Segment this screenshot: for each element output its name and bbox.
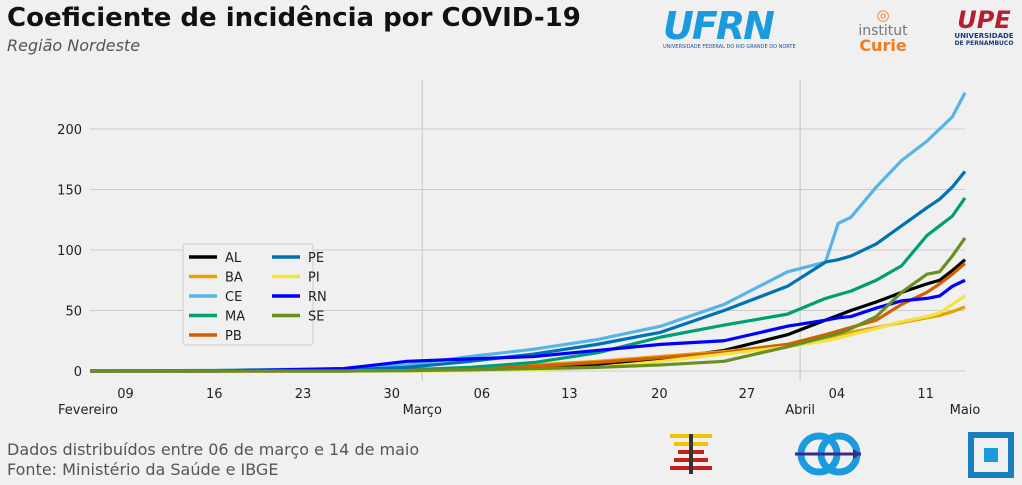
bottom-logo-1 (670, 434, 712, 474)
ufrn-logo: UFRN UNIVERSIDADE FEDERAL DO RIO GRANDE … (663, 4, 796, 50)
chart-subtitle: Região Nordeste (7, 36, 141, 55)
month-label: Fevereiro (58, 403, 118, 418)
month-label: Abril (785, 403, 815, 418)
month-label: Março (403, 403, 442, 418)
institut-curie-logo: ◎ institut Curie (858, 6, 908, 55)
x-tick-label: 06 (474, 387, 491, 402)
line-chart: 0 50 100 150 200 Fevereiro Março Abril Maio 09 16 2… (57, 80, 981, 418)
x-tick-label: 09 (117, 387, 134, 402)
series-line-pe (89, 170, 967, 373)
bottom-logo-3 (968, 432, 1014, 478)
legend-box (182, 243, 314, 346)
legend-label: BA (225, 271, 243, 286)
y-tick-label: 200 (57, 123, 82, 138)
chart-title: Coeficiente de incidência por COVID-19 (7, 3, 581, 33)
legend-label: AL (225, 251, 242, 266)
x-tick-label: 23 (295, 387, 312, 402)
legend-label: CE (225, 290, 242, 305)
footer-date-range: Dados distribuídos entre 06 de março e 1… (7, 440, 420, 459)
legend-label: PE (308, 251, 324, 266)
y-tick-label: 100 (57, 244, 82, 259)
legend-label: RN (308, 290, 327, 305)
month-label: Maio (950, 403, 981, 418)
x-tick-label: 11 (917, 387, 934, 402)
y-tick-label: 50 (65, 305, 82, 320)
x-tick-label: 13 (561, 387, 578, 402)
x-tick-label: 27 (739, 387, 756, 402)
series-line-ce (89, 91, 967, 373)
series-line-rn (90, 278, 966, 373)
legend-label: MA (225, 310, 245, 325)
series-line-se (90, 236, 967, 373)
legend-label: PB (225, 329, 242, 344)
x-tick-label: 16 (206, 387, 223, 402)
y-tick-label: 150 (57, 184, 82, 199)
x-tick-label: 20 (651, 387, 668, 402)
legend-label: SE (308, 310, 324, 325)
x-tick-label: 30 (384, 387, 401, 402)
x-tick-label: 04 (829, 387, 846, 402)
footer-source: Fonte: Ministério da Saúde e IBGE (7, 460, 279, 479)
bottom-logo-2 (795, 432, 861, 476)
y-tick-label: 0 (74, 365, 82, 380)
legend-label: PI (308, 271, 320, 286)
upe-logo: UPE UNIVERSIDADE DE PERNAMBUCO (954, 6, 1014, 47)
